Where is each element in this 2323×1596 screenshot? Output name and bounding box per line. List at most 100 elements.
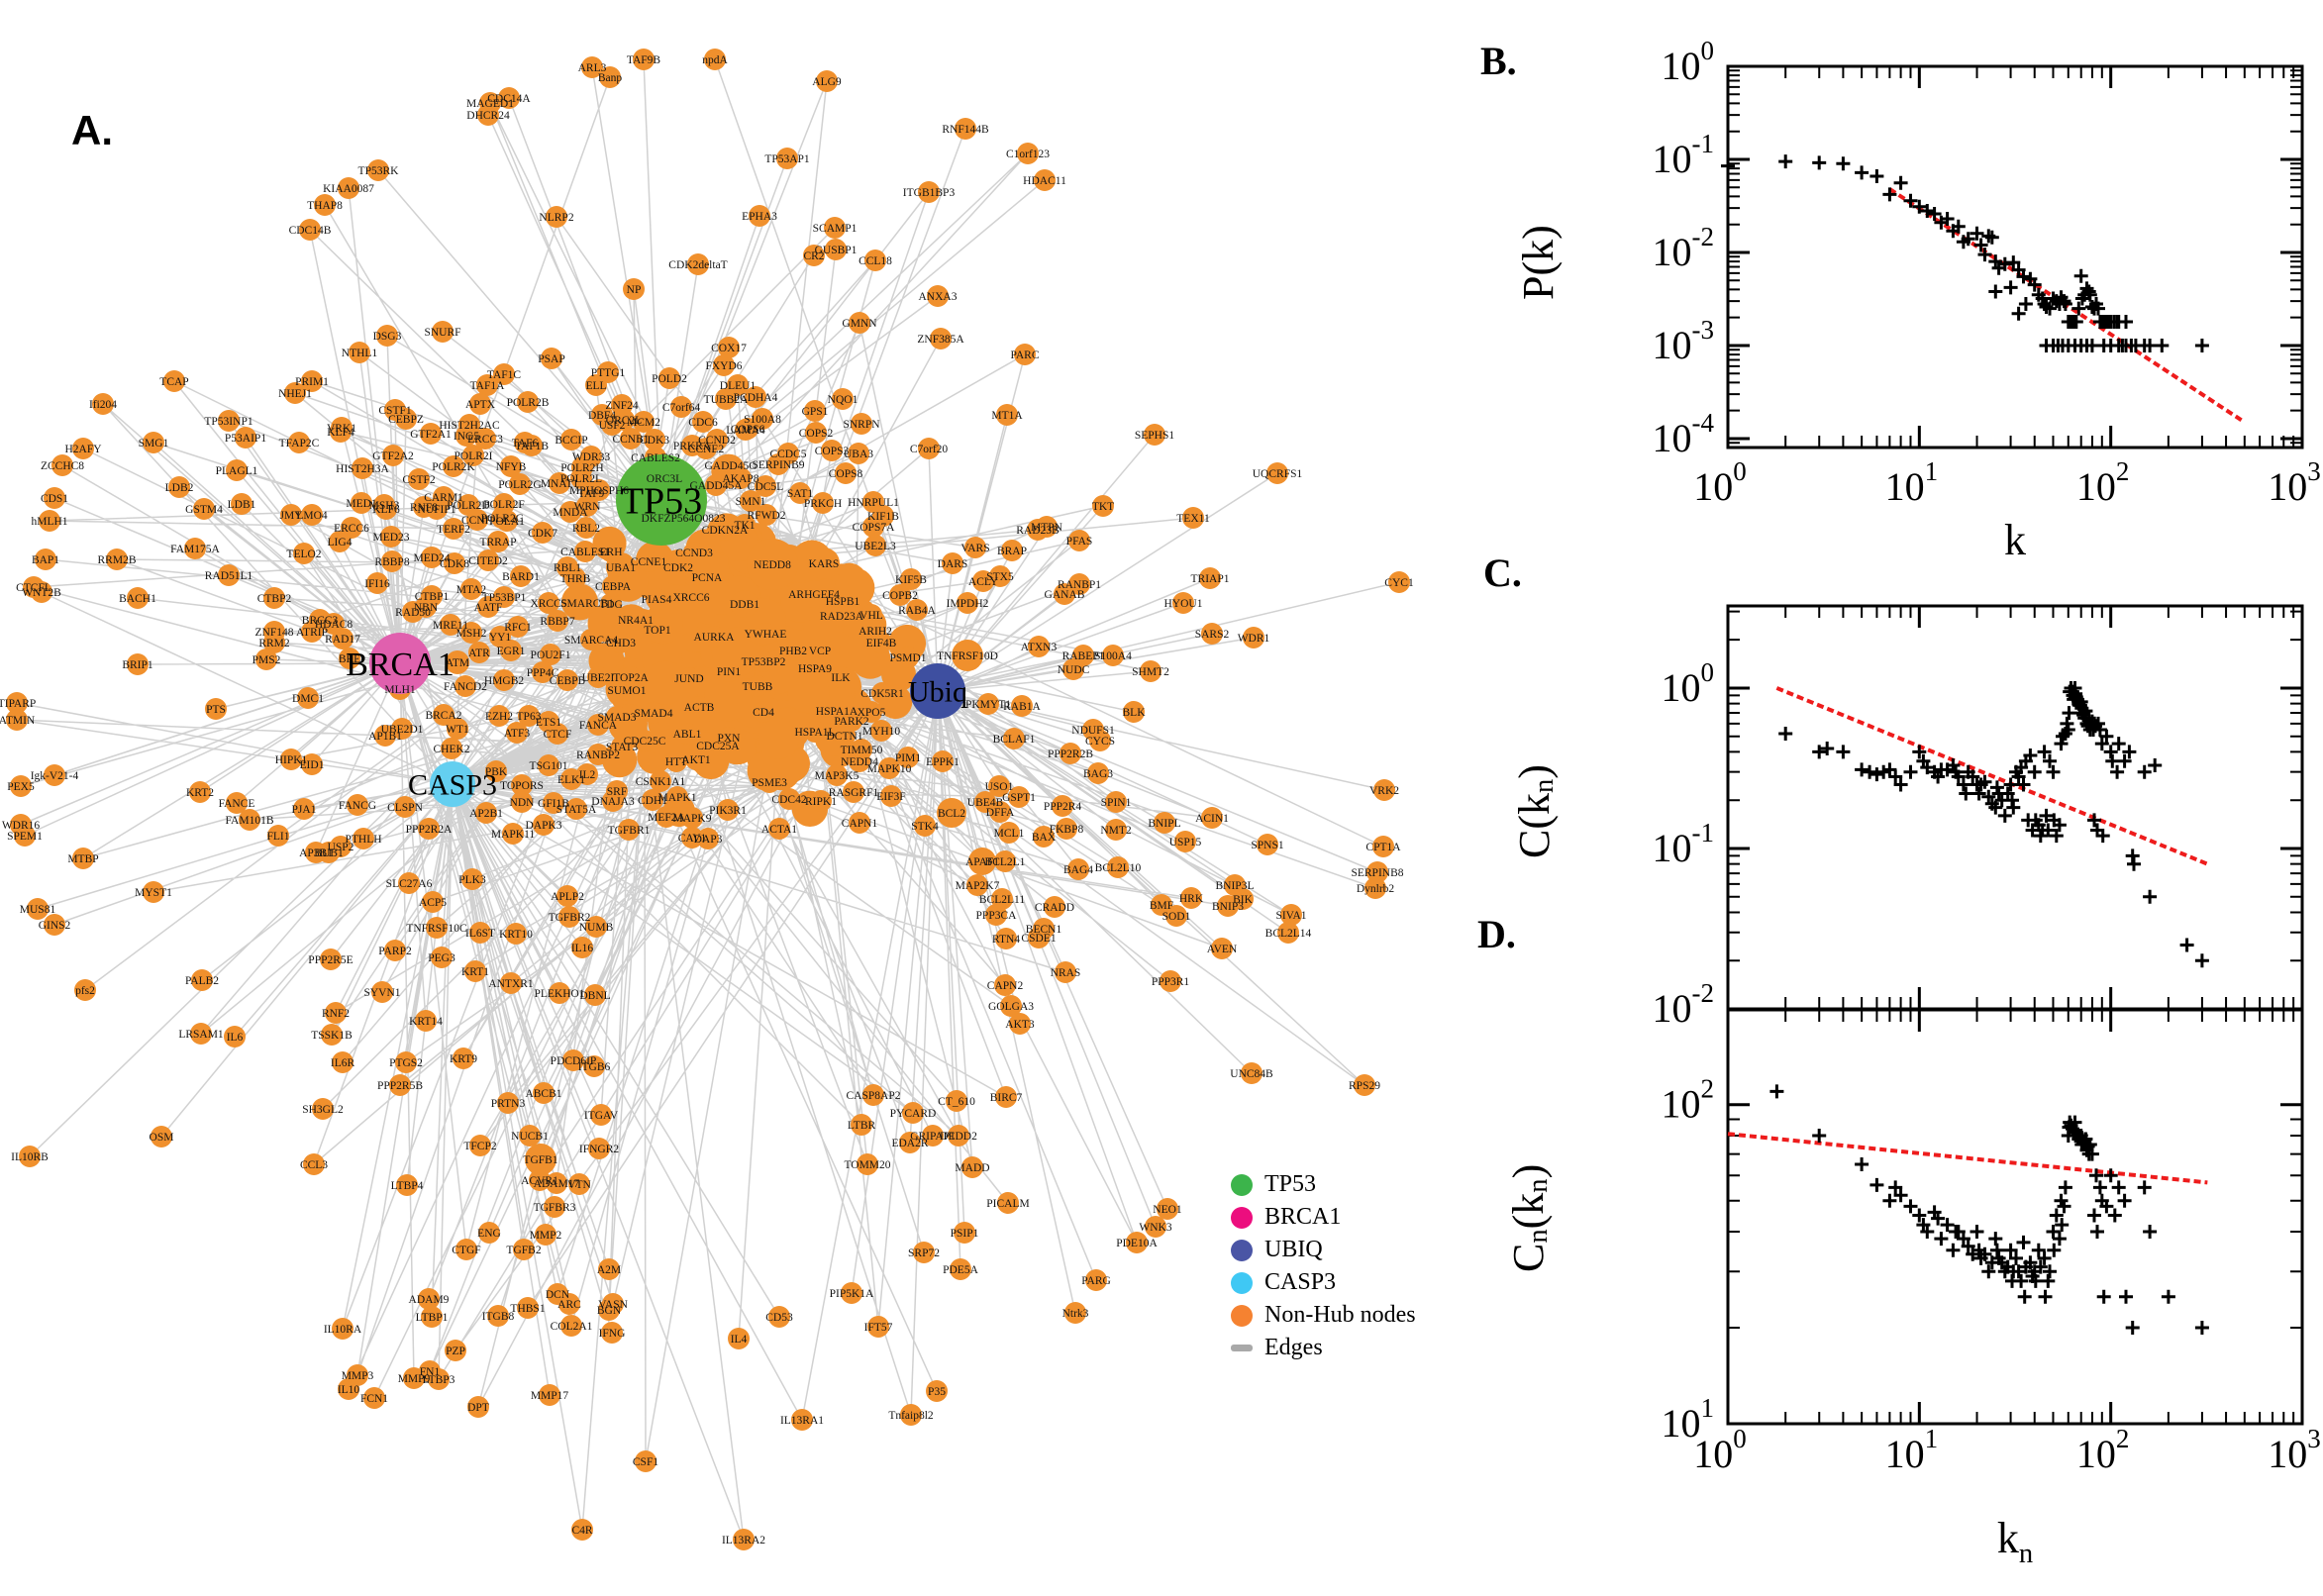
network-node [488,705,510,727]
network-node [1266,462,1288,484]
network-node-label: XRCC5 [530,598,566,610]
network-node-label: JUND [674,673,703,685]
network-node-label: PTS [206,704,226,716]
network-node [747,675,768,697]
network-node-label: CITED2 [468,555,508,567]
network-node [927,285,949,307]
network-node-label: Igk-V21-4 [31,770,79,782]
network-node [1027,519,1049,541]
network-node [964,537,986,558]
network-node-label: IFT57 [864,1322,893,1334]
network-node [193,498,215,520]
network-node-label: MT1A [991,410,1023,422]
network-node [650,770,671,792]
network-node [862,491,884,513]
network-node [468,642,490,663]
network-legend: TP53 BRCA1 UBIQ CASP3 Non-Hub nodes Edges [1231,1168,1459,1364]
network-node-label: BARD1 [502,571,540,583]
network-node [1089,730,1111,751]
network-node-label: HMGB2 [484,675,525,687]
hub-label-tp53: TP53 [621,480,702,522]
network-node-label: LDB2 [165,482,194,494]
network-node-label: FANCE [219,798,255,810]
network-node [263,632,285,653]
network-node-label: MTBP [67,853,98,865]
network-node-label: TFCP2 [463,1141,496,1152]
network-node [825,239,847,260]
network-node-label: CCND2 [698,435,736,447]
network-node [447,718,468,740]
network-node [151,1126,172,1147]
network-node-label: SPIN1 [1101,797,1132,809]
network-node-label: TGFB1 [523,1154,557,1166]
network-node-label: MED1 [346,498,377,510]
network-node-label: EIF3F [876,791,905,803]
network-node-label: SIVA1 [1275,910,1306,922]
network-node-label: CTCFL [16,582,51,594]
legend-item-casp3: CASP3 [1231,1266,1459,1299]
network-node [419,1360,441,1382]
legend-label: BRCA1 [1264,1204,1342,1230]
network-node-label: IMPDH2 [947,598,989,610]
network-node-label: UBA1 [606,562,636,574]
network-node-label: RAD50 [395,607,431,619]
network-node [408,468,430,490]
network-node [191,969,213,991]
network-node [584,984,606,1006]
network-node [1126,1232,1148,1253]
network-node [517,391,539,413]
network-node-label: DHCR24 [466,110,510,122]
network-node-label: DAP3 [694,834,723,846]
network-node-label: PTGS2 [389,1057,423,1069]
network-node [995,928,1017,949]
network-node [500,640,522,661]
network-node [14,825,36,847]
network-node [1092,495,1114,517]
network-node-label: THAP8 [307,200,343,212]
network-node-label: HIST2H2AC [439,420,500,432]
network-node [431,947,453,968]
network-node-label: hMLH1 [31,516,67,528]
network-node [544,1196,565,1218]
network-node-label: TOMM20 [844,1159,890,1171]
network-node [849,812,870,834]
network-node-label: BIRC7 [990,1092,1023,1104]
network-node [753,701,774,723]
network-node-label: RBBP8 [374,556,409,568]
network-node-label: ITGB6 [578,1061,611,1073]
network-node [421,1306,443,1328]
network-node [787,670,830,714]
network-node [497,1092,519,1114]
network-node-label: PXN [717,733,741,745]
network-node [560,429,582,450]
network-node [707,735,729,756]
network-node-label: ACTA1 [761,824,797,836]
plot-frame-B [1726,64,2304,449]
network-node [440,614,461,636]
legend-label: CASP3 [1264,1269,1337,1295]
network-node-label: HSPA9 [798,663,832,675]
network-node [1277,922,1299,944]
network-node-label: PARC [1011,349,1040,361]
network-node-label: NBN [414,602,439,614]
network-node-label: NUFIP1 [418,504,456,516]
network-node [353,828,374,849]
network-node-label: AP1B1 [368,731,402,743]
network-node [717,799,739,821]
network-node-label: CYC1 [1384,577,1414,589]
network-node [581,56,603,78]
hub-label-casp3: CASP3 [408,769,497,802]
network-node-label: CDC25A [696,741,740,752]
network-node-label: CARM1 [424,492,463,504]
network-node [902,1102,924,1124]
network-node-label: KRT9 [450,1053,477,1065]
network-node-label: CCND3 [675,548,713,559]
network-node-label: TP53BP2 [742,656,786,668]
network-node-label: TFAP2C [279,438,320,449]
network-node [231,493,252,515]
network-node-label: XRCC6 [672,592,709,604]
network-node [1060,743,1081,764]
network-node-label: EZH2 [485,711,513,723]
network-node-label: CRADD [1035,902,1074,914]
